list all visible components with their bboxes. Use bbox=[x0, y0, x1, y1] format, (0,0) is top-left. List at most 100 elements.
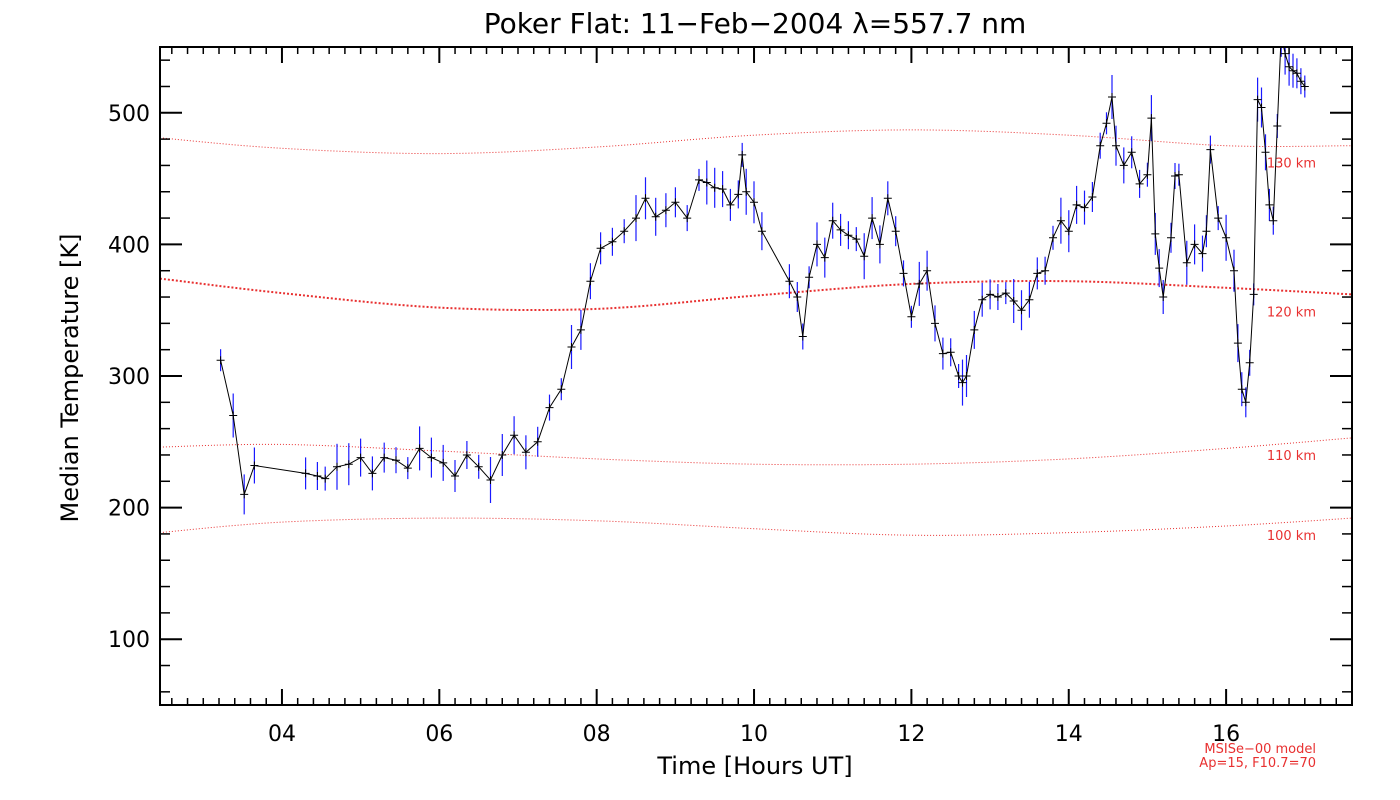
data-point bbox=[567, 343, 576, 351]
x-tick-label: 16 bbox=[1212, 722, 1240, 747]
data-point bbox=[1261, 148, 1270, 157]
data-series bbox=[216, 30, 1309, 499]
data-point bbox=[734, 190, 743, 199]
data-point bbox=[683, 214, 692, 223]
data-point bbox=[860, 252, 869, 261]
data-point bbox=[1300, 82, 1309, 91]
data-point bbox=[1241, 398, 1250, 407]
model-label-100km: 100 km bbox=[1267, 529, 1316, 544]
data-point bbox=[1072, 200, 1081, 209]
data-point bbox=[313, 472, 322, 480]
data-point bbox=[1230, 266, 1238, 275]
data-point bbox=[1257, 103, 1266, 112]
model-curve-110km bbox=[160, 437, 1352, 466]
data-point bbox=[240, 490, 249, 499]
y-tick-label: 100 bbox=[108, 628, 150, 653]
data-point bbox=[620, 227, 629, 236]
data-point bbox=[805, 273, 814, 282]
data-point bbox=[1265, 200, 1274, 209]
data-point bbox=[1041, 266, 1050, 275]
data-point bbox=[651, 212, 660, 221]
data-point bbox=[392, 456, 400, 465]
data-point bbox=[836, 225, 845, 234]
data-point bbox=[978, 295, 987, 304]
data-point bbox=[451, 472, 459, 480]
data-point bbox=[718, 185, 727, 194]
data-point bbox=[1214, 214, 1223, 223]
data-point bbox=[661, 206, 670, 215]
data-point bbox=[738, 150, 747, 159]
data-point bbox=[1017, 306, 1026, 315]
data-point bbox=[1182, 258, 1191, 267]
data-point bbox=[1202, 227, 1211, 236]
data-point bbox=[813, 240, 821, 249]
data-point bbox=[576, 325, 585, 334]
data-point bbox=[229, 411, 238, 420]
data-point bbox=[474, 462, 483, 471]
data-point bbox=[702, 178, 711, 187]
data-point bbox=[1253, 95, 1262, 104]
data-point bbox=[1292, 69, 1301, 78]
data-point bbox=[1135, 179, 1144, 188]
x-axis-label: Time [Hours UT] bbox=[656, 752, 852, 780]
data-point bbox=[954, 372, 963, 380]
data-point bbox=[868, 214, 877, 223]
data-point bbox=[1155, 264, 1164, 273]
data-point bbox=[671, 198, 680, 207]
data-point bbox=[923, 266, 932, 275]
data-point bbox=[1277, 30, 1285, 38]
data-point bbox=[844, 231, 853, 240]
data-point bbox=[510, 431, 519, 440]
data-point bbox=[1049, 233, 1057, 242]
data-point bbox=[1025, 295, 1034, 304]
y-tick-label: 200 bbox=[108, 497, 150, 522]
model-curve-130km bbox=[160, 129, 1352, 155]
x-tick-label: 08 bbox=[583, 722, 611, 747]
data-point bbox=[1249, 290, 1258, 299]
data-point bbox=[1171, 172, 1179, 180]
data-point bbox=[793, 293, 802, 301]
data-point bbox=[695, 175, 703, 184]
data-point bbox=[586, 277, 595, 286]
data-point bbox=[344, 460, 353, 469]
data-point bbox=[798, 332, 807, 341]
data-point bbox=[301, 469, 310, 478]
data-point bbox=[1190, 240, 1199, 249]
data-point bbox=[1096, 141, 1105, 150]
data-point bbox=[216, 356, 225, 365]
data-point bbox=[1119, 161, 1128, 170]
data-point bbox=[1206, 145, 1215, 154]
data-point bbox=[498, 451, 507, 459]
data-point bbox=[415, 444, 424, 453]
data-point bbox=[1151, 229, 1160, 238]
data-point bbox=[1245, 358, 1254, 367]
data-point bbox=[1285, 62, 1294, 71]
data-point bbox=[757, 227, 766, 236]
data-point bbox=[891, 227, 900, 236]
data-point bbox=[828, 216, 837, 225]
model-curve-100km bbox=[160, 517, 1352, 536]
y-tick-label: 500 bbox=[108, 102, 150, 127]
data-point bbox=[557, 385, 566, 394]
model-label-120km: 120 km bbox=[1267, 305, 1316, 320]
data-point bbox=[486, 476, 495, 484]
chart-title: Poker Flat: 11−Feb−2004 λ=557.7 nm bbox=[484, 7, 1027, 40]
y-tick-label: 300 bbox=[108, 365, 150, 390]
data-point bbox=[439, 458, 448, 467]
data-point bbox=[1009, 297, 1018, 305]
data-point bbox=[915, 279, 924, 288]
data-point bbox=[1174, 170, 1183, 179]
data-point bbox=[1064, 227, 1073, 236]
data-point bbox=[1198, 249, 1207, 258]
data-point bbox=[1281, 49, 1290, 58]
data-point bbox=[1102, 119, 1111, 128]
plot-frame bbox=[159, 46, 1353, 706]
x-tick-label: 04 bbox=[268, 722, 296, 747]
data-point bbox=[321, 474, 330, 483]
data-point bbox=[958, 378, 967, 387]
data-point bbox=[986, 290, 995, 299]
data-point bbox=[1159, 293, 1168, 301]
data-point bbox=[632, 214, 640, 223]
model-label-110km: 110 km bbox=[1267, 449, 1316, 464]
data-point bbox=[1080, 203, 1089, 212]
